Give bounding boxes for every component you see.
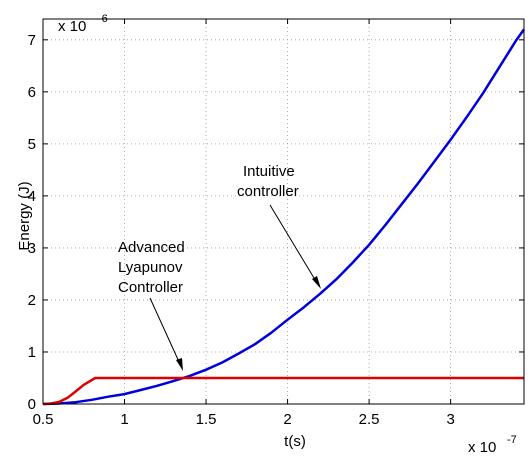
series-lines: [42, 28, 526, 406]
y-tick-label: 7: [28, 32, 36, 49]
x-axis-label: t(s): [284, 433, 306, 450]
y-tick-label: 5: [28, 136, 36, 153]
y-tick-label: 0: [28, 396, 36, 413]
x-multiplier-exponent: -7: [507, 434, 517, 446]
x-tick-label: 0.5: [33, 411, 54, 428]
y-axis-label: Energy (J): [16, 181, 33, 250]
y-multiplier-label: x 10: [58, 18, 86, 35]
arrowhead-intuitive: [312, 276, 321, 289]
series-intuitive-line: [42, 28, 526, 406]
series-advanced-line: [42, 376, 524, 406]
x-multiplier-label: x 10: [468, 439, 496, 456]
axes-box: [42, 18, 525, 405]
y-tick-label: 4: [28, 188, 36, 205]
annotation-advanced-line1: Advanced: [118, 239, 185, 256]
annotation-advanced-line3: Controller: [118, 279, 183, 296]
arrowhead-advanced: [176, 358, 183, 371]
arrow-intuitive: [269, 204, 318, 284]
x-tick-label: 2: [283, 411, 291, 428]
y-tick-label: 3: [28, 240, 36, 257]
axis-ticks: [42, 19, 524, 405]
annotation-intuitive-line2: controller: [237, 183, 299, 200]
tick-labels: 0.5 1 1.5 2 2.5 3 0 1 2 3 4 5 6 7: [28, 32, 455, 428]
grid-lines: [42, 19, 524, 404]
x-tick-label: 1.5: [196, 411, 217, 428]
annotation-advanced-line2: Lyapunov: [118, 259, 183, 276]
y-tick-label: 1: [28, 344, 36, 361]
x-tick-label: 1: [120, 411, 128, 428]
annotation-intuitive-line1: Intuitive: [243, 163, 295, 180]
y-multiplier-exponent: -6: [98, 13, 108, 25]
annotation-arrows: [149, 204, 321, 371]
y-tick-label: 6: [28, 84, 36, 101]
y-tick-label: 2: [28, 292, 36, 309]
x-tick-label: 3: [446, 411, 454, 428]
x-tick-label: 2.5: [359, 411, 380, 428]
arrow-advanced: [149, 297, 181, 365]
